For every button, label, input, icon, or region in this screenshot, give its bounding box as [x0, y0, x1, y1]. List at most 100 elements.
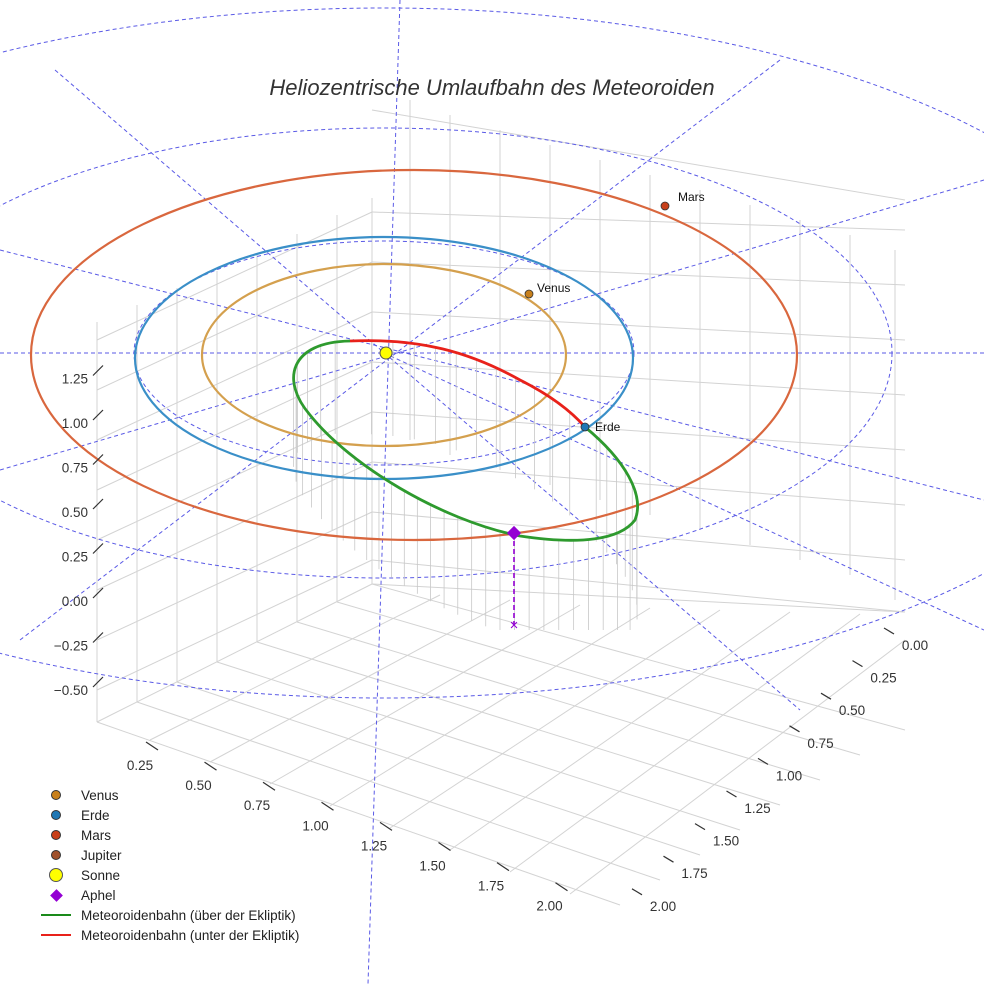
- aphel-marker: [506, 525, 522, 541]
- y-tick-label: 0.50: [839, 703, 865, 718]
- venus-marker: [524, 289, 534, 299]
- y-tick: 0.50: [820, 692, 865, 718]
- y-tick: 1.75: [663, 855, 708, 881]
- x-tick: 1.50: [419, 842, 451, 874]
- y-tick-label: 0.00: [902, 638, 928, 653]
- meteoroid-orbit-below: [349, 339, 587, 428]
- drop-lines: [293, 340, 638, 630]
- z-tick-mark: [92, 365, 104, 376]
- z-tick: 0.25: [62, 543, 104, 565]
- y-tick-mark: [820, 692, 832, 700]
- legend-symbol: [40, 865, 72, 885]
- y-tick: 0.75: [789, 725, 834, 751]
- x-tick: 0.25: [127, 741, 159, 773]
- z-tick: 0.50: [62, 498, 104, 520]
- y-tick-mark: [694, 823, 706, 831]
- y-tick-label: 2.00: [650, 899, 676, 914]
- z-tick-label: 0.75: [62, 461, 88, 476]
- y-tick-mark: [757, 757, 769, 765]
- y-tick-label: 1.00: [776, 768, 802, 783]
- legend-item: Meteoroidenbahn (über der Ekliptik): [40, 905, 299, 925]
- legend-item: Meteoroidenbahn (unter der Ekliptik): [40, 925, 299, 945]
- z-tick-label: 1.00: [62, 416, 88, 431]
- x-tick-label: 0.50: [185, 778, 211, 793]
- z-tick-mark: [92, 632, 104, 643]
- z-tick-mark: [92, 587, 104, 599]
- legend-symbol: [40, 885, 72, 905]
- dot-symbol: [51, 790, 61, 800]
- x-tick-mark: [555, 882, 568, 892]
- legend-item: Aphel: [40, 885, 299, 905]
- legend-symbol: [40, 925, 72, 945]
- z-tick-mark: [92, 543, 104, 554]
- z-tick-label: 0.25: [62, 550, 88, 565]
- z-tick: 1.00: [62, 409, 104, 431]
- x-tick-mark: [438, 842, 451, 851]
- y-tick-label: 0.25: [870, 671, 896, 686]
- mars-marker: [660, 201, 670, 211]
- z-tick-mark: [92, 498, 104, 510]
- aphel-projection-marker: ×: [510, 617, 519, 634]
- y-tick-label: 0.75: [807, 736, 833, 751]
- legend-item: Jupiter: [40, 845, 299, 865]
- x-tick-mark: [262, 781, 276, 791]
- z-tick-label: 0.00: [62, 594, 88, 609]
- legend-label: Meteoroidenbahn (unter der Ekliptik): [81, 927, 300, 943]
- venus-orbit: [200, 262, 568, 448]
- z-tick-mark: [92, 409, 104, 421]
- diamond-symbol: [49, 888, 63, 902]
- z-tick-label: −0.25: [54, 639, 88, 654]
- y-tick: 1.00: [757, 757, 802, 783]
- x-tick-label: 2.00: [536, 899, 562, 914]
- legend-label: Jupiter: [81, 847, 122, 863]
- x-tick-mark: [496, 862, 510, 872]
- legend-label: Erde: [81, 807, 110, 823]
- y-tick-mark: [789, 725, 800, 733]
- z-tick-mark: [92, 454, 104, 465]
- mars-orbit: [29, 168, 799, 542]
- x-tick-label: 0.25: [127, 758, 153, 773]
- z-tick: −0.50: [54, 676, 104, 698]
- z-tick-label: −0.50: [54, 683, 88, 698]
- z-tick: 1.25: [62, 365, 104, 387]
- y-tick: 0.00: [883, 627, 928, 653]
- x-tick-mark: [145, 741, 159, 751]
- y-tick: 1.50: [694, 823, 739, 849]
- x-tick-label: 0.75: [244, 798, 270, 813]
- z-tick-label: 0.50: [62, 505, 88, 520]
- x-tick-mark: [379, 821, 393, 831]
- meteoroid-orbit-above: [292, 339, 639, 542]
- x-tick: 2.00: [536, 882, 568, 914]
- z-tick: −0.25: [54, 632, 104, 654]
- venus-label: Venus: [537, 281, 570, 295]
- legend-item: Mars: [40, 825, 299, 845]
- y-tick-mark: [663, 855, 674, 863]
- y-tick: 1.25: [726, 790, 771, 816]
- y-tick-label: 1.50: [713, 834, 739, 849]
- erde-marker: [580, 422, 590, 432]
- z-axis-ticks: −0.50 −0.25 0.00 0.25 0.50 0.75 1.00 1.25: [54, 365, 104, 698]
- y-tick-label: 1.75: [681, 866, 707, 881]
- x-tick-label: 1.25: [361, 838, 387, 853]
- legend-label: Sonne: [81, 867, 121, 883]
- line-symbol: [41, 914, 71, 916]
- x-tick: 0.75: [244, 781, 276, 813]
- legend-item: Venus: [40, 785, 299, 805]
- z-tick: 0.75: [62, 454, 104, 476]
- erde-label: Erde: [595, 420, 621, 434]
- sun-marker: [379, 346, 393, 360]
- x-tick-label: 1.50: [419, 859, 445, 874]
- y-tick-mark: [852, 660, 863, 668]
- legend-symbol: [40, 805, 72, 825]
- dot-symbol: [51, 830, 61, 840]
- y-tick: 0.25: [852, 660, 897, 686]
- legend-item: Sonne: [40, 865, 299, 885]
- line-symbol: [41, 934, 71, 936]
- x-tick: 0.50: [185, 761, 217, 793]
- legend-item: Erde: [40, 805, 299, 825]
- y-tick-mark: [883, 627, 895, 635]
- x-tick-mark: [204, 761, 217, 771]
- legend-label: Venus: [81, 787, 119, 803]
